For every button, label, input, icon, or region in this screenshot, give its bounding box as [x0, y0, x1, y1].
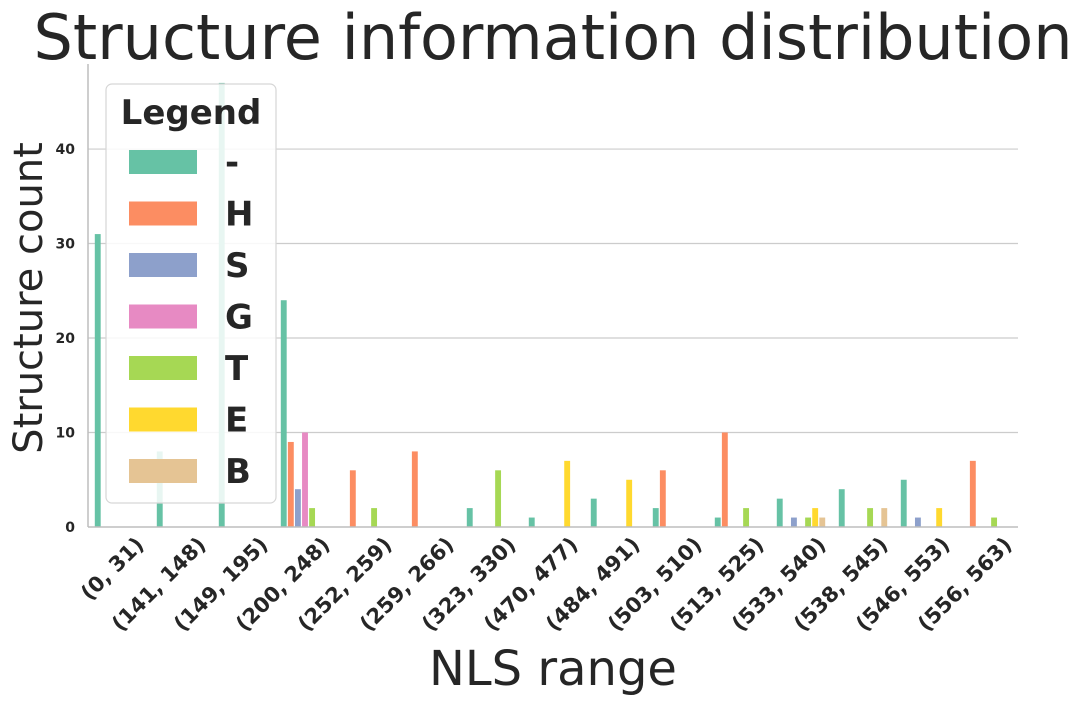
legend-label: E	[225, 401, 248, 441]
y-tick-label: 0	[65, 520, 75, 536]
bar	[94, 234, 101, 527]
bar	[287, 441, 294, 527]
bar	[564, 460, 571, 527]
y-tick-label: 40	[56, 142, 76, 158]
bar	[838, 489, 845, 527]
bar	[309, 508, 316, 527]
legend-label: -	[225, 143, 239, 183]
bar	[626, 479, 633, 527]
chart-title: Structure information distribution	[34, 1, 1073, 74]
y-tick-label: 20	[56, 331, 76, 347]
y-tick-label: 10	[56, 426, 76, 442]
legend-box	[105, 83, 277, 504]
bar	[349, 470, 356, 527]
legend-swatch	[129, 304, 197, 329]
bar	[776, 498, 783, 527]
legend-title: Legend	[121, 93, 262, 133]
legend-swatch	[129, 407, 197, 432]
bar	[991, 517, 998, 527]
legend-swatch	[129, 459, 197, 483]
bar	[371, 508, 378, 527]
bar	[867, 508, 874, 527]
bar	[302, 432, 308, 527]
y-axis-label: Structure count	[6, 142, 52, 454]
bar	[812, 508, 819, 527]
bar	[900, 479, 907, 527]
y-tick-label: 30	[56, 237, 76, 253]
bar	[714, 517, 721, 527]
bar	[659, 470, 666, 527]
y-tick-labels: 0 10 20 30 40	[56, 142, 76, 536]
bar	[790, 517, 797, 527]
legend-label: B	[225, 452, 251, 492]
bar	[743, 508, 750, 527]
bar	[819, 517, 826, 527]
bar	[280, 300, 287, 527]
bar	[294, 489, 301, 527]
x-tick-labels: (0, 31)(141, 148)(149, 195)(200, 248)(25…	[76, 533, 1016, 636]
legend-swatch	[129, 356, 197, 380]
legend-swatch	[129, 150, 197, 174]
legend-swatch	[129, 253, 197, 277]
legend-label: T	[225, 349, 249, 389]
bar	[969, 460, 976, 527]
legend-swatch	[129, 201, 197, 226]
legend-label: S	[225, 246, 250, 286]
bar	[914, 517, 921, 527]
bar	[528, 517, 535, 527]
bar	[721, 432, 728, 527]
legend-label: H	[225, 195, 253, 235]
bar	[590, 498, 597, 527]
bar	[805, 517, 812, 527]
bar	[881, 508, 888, 527]
bar	[411, 451, 418, 527]
bar	[466, 508, 473, 527]
x-axis-label: NLS range	[429, 641, 677, 697]
legend-label: G	[225, 298, 253, 338]
bar	[495, 470, 502, 527]
bar	[652, 508, 659, 527]
bar	[936, 508, 943, 527]
